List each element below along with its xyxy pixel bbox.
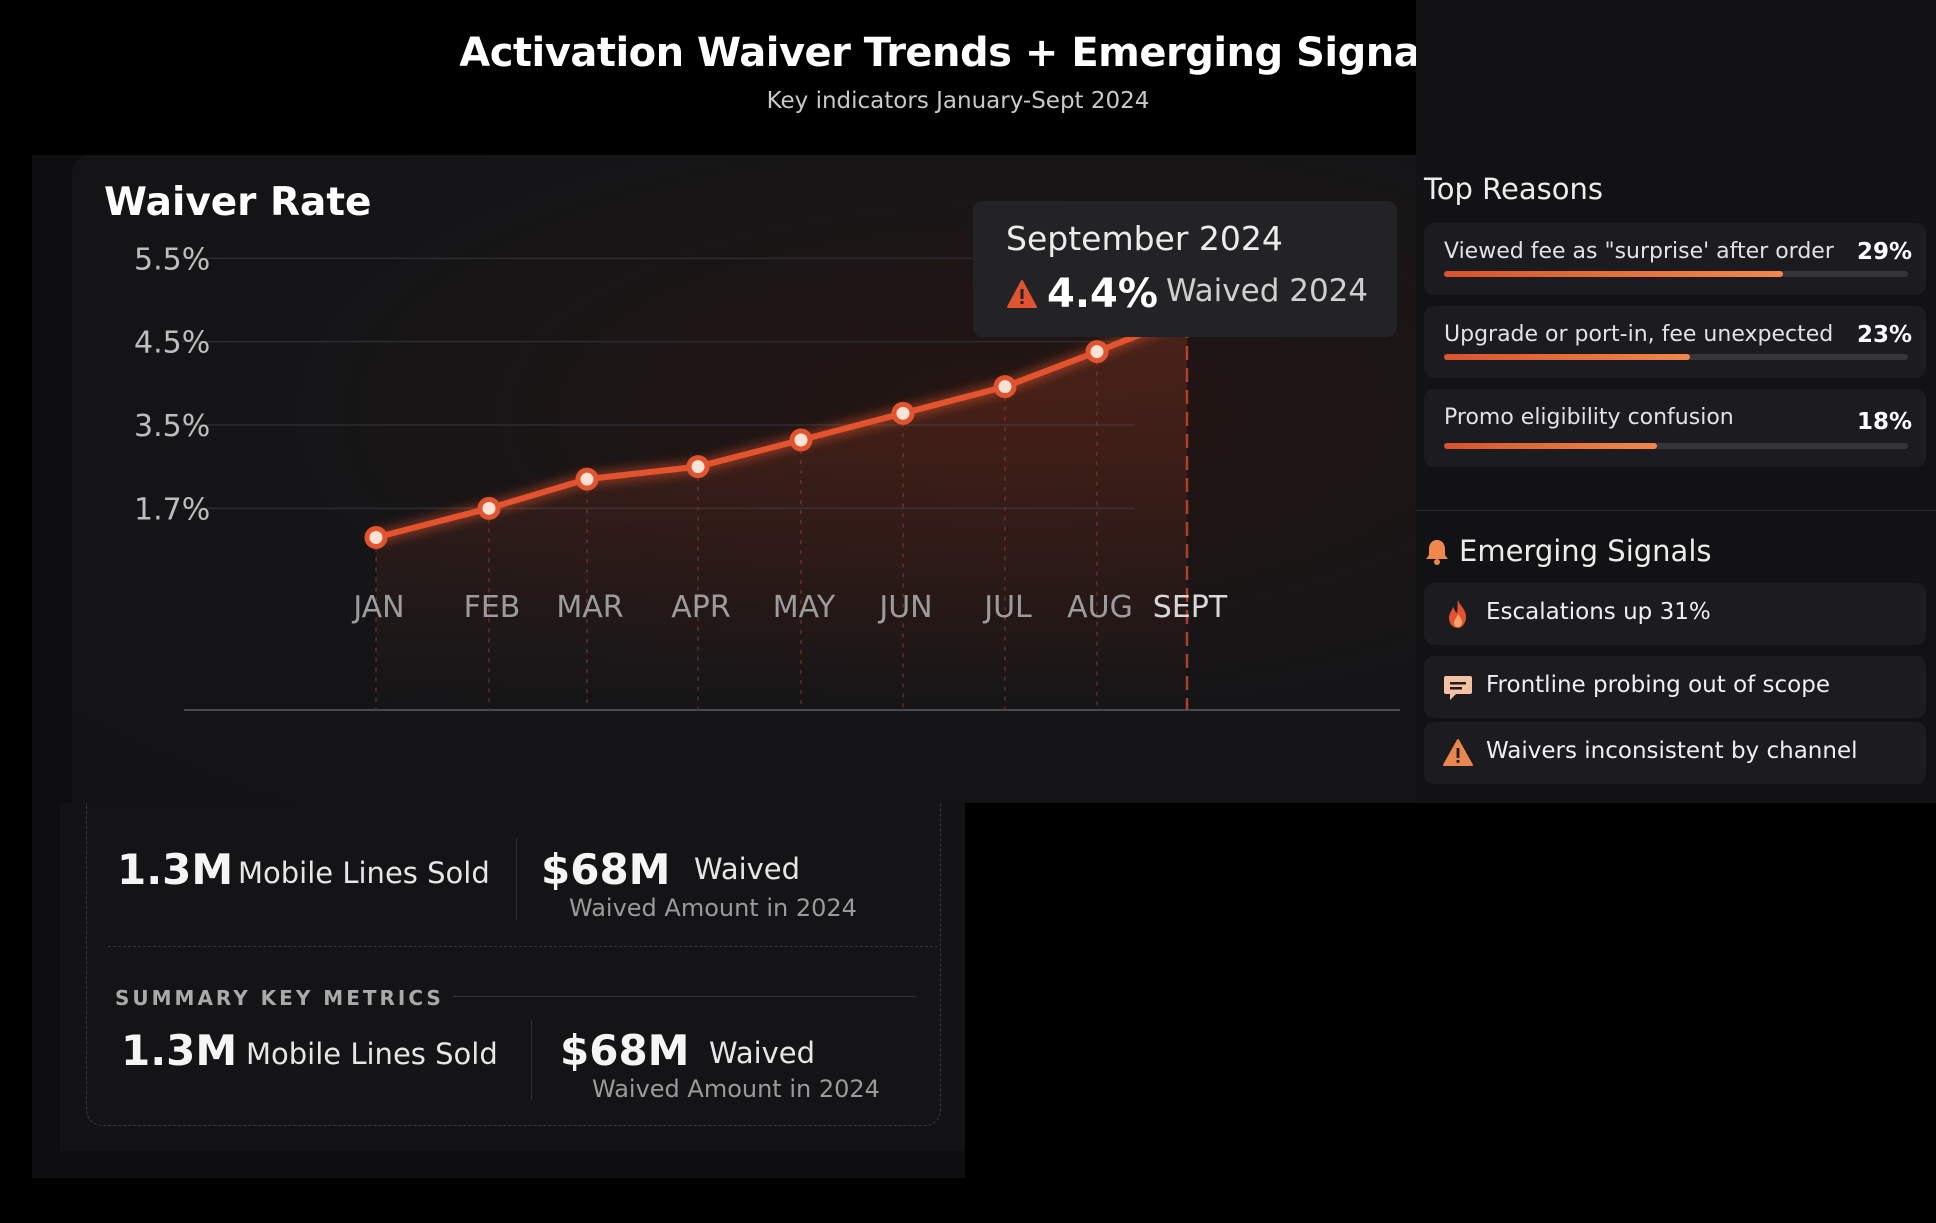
y-tick-label: 3.5% [134, 409, 210, 444]
data-point-aug[interactable] [1085, 340, 1109, 364]
warning-icon [1007, 280, 1037, 308]
metrics-card [86, 803, 941, 1126]
side-panel: Top Reasons Viewed fee as "surprise' aft… [1416, 0, 1936, 803]
x-tick-label: APR [671, 590, 730, 625]
signal-frontline-probing[interactable]: Frontline probing out of scope [1424, 656, 1926, 718]
summary-title: SUMMARY KEY METRICS [115, 986, 444, 1010]
warning-icon [1443, 739, 1473, 766]
chart-tooltip: September 2024 4.4% Waived 2024 [973, 201, 1397, 337]
reason-label: Viewed fee as "surprise' after order [1444, 239, 1834, 264]
data-point-mar[interactable] [575, 467, 599, 491]
chart-title: Waiver Rate [104, 180, 372, 225]
x-tick-label: MAY [773, 590, 836, 625]
reason-bar-track [1444, 354, 1908, 360]
x-tick-label: JUL [982, 590, 1032, 625]
tooltip-label: Waived 2024 [1166, 273, 1369, 309]
reason-percent: 23% [1856, 322, 1912, 348]
x-tick-label: JAN [351, 590, 404, 625]
data-point-jul[interactable] [993, 375, 1017, 399]
summary-lines-sold-label: Mobile Lines Sold [246, 1037, 498, 1071]
data-point-apr[interactable] [686, 455, 710, 479]
top-reasons-title: Top Reasons [1424, 172, 1603, 206]
reason-card-promo-eligibility[interactable]: Promo eligibility confusion 18% [1424, 389, 1926, 467]
reason-card-surprise-fee[interactable]: Viewed fee as "surprise' after order 29% [1424, 223, 1926, 295]
chat-bubble-icon [1444, 676, 1472, 700]
tooltip-month: September 2024 [1006, 219, 1283, 258]
page-title: Activation Waiver Trends + Emerging Sign… [459, 30, 1457, 76]
series-area [376, 315, 1187, 710]
reason-label: Upgrade or port-in, fee unexpected [1444, 322, 1834, 347]
x-tick-label: MAR [556, 590, 623, 625]
x-tick-label: JUN [877, 590, 932, 625]
reason-bar-fill [1444, 443, 1658, 449]
signal-waivers-inconsistent[interactable]: Waivers inconsistent by channel [1424, 722, 1926, 784]
summary-rule [453, 996, 916, 997]
reason-bar-track [1444, 443, 1908, 449]
waived-label: Waived [694, 852, 801, 886]
flame-icon [1449, 600, 1466, 628]
x-tick-label: AUG [1067, 590, 1133, 625]
data-point-feb[interactable] [477, 496, 501, 520]
signal-label: Frontline probing out of scope [1486, 672, 1831, 698]
reason-percent: 29% [1856, 239, 1912, 265]
bell-icon [1426, 540, 1448, 565]
tooltip-value: 4.4% [1047, 271, 1158, 317]
waived-amount-caption: Waived Amount in 2024 [569, 894, 857, 922]
metric-separator [516, 838, 517, 920]
x-tick-label: SEPT [1153, 590, 1228, 625]
summary-lines-sold-value: 1.3M [121, 1026, 238, 1075]
panel-divider [1416, 510, 1936, 511]
summary-waived-amount-value: $68M [560, 1026, 690, 1075]
summary-metric-separator [531, 1020, 532, 1100]
signal-label: Waivers inconsistent by channel [1486, 738, 1858, 764]
summary-waived-label: Waived [709, 1036, 816, 1070]
reason-card-upgrade-port-in[interactable]: Upgrade or port-in, fee unexpected 23% [1424, 306, 1926, 378]
waiver-rate-chart: 5.5% 4.5% 3.5% 1.7% JAN FEB MAR APR MAY JUN JUL AUG… [134, 242, 1400, 711]
emerging-signals-title: Emerging Signals [1459, 534, 1712, 568]
page-subtitle: Key indicators January-Sept 2024 [766, 88, 1150, 114]
lines-sold-label: Mobile Lines Sold [238, 856, 490, 890]
waived-amount-value: $68M [541, 845, 671, 894]
reason-bar-fill [1444, 354, 1690, 360]
y-tick-label: 4.5% [134, 326, 210, 361]
reason-percent: 18% [1856, 409, 1912, 435]
signal-escalations[interactable]: Escalations up 31% [1424, 583, 1926, 645]
summary-waived-amount-caption: Waived Amount in 2024 [592, 1075, 880, 1103]
y-tick-label: 1.7% [134, 492, 210, 527]
reason-bar-fill [1444, 271, 1783, 277]
lines-sold-value: 1.3M [117, 845, 234, 894]
reason-label: Promo eligibility confusion [1444, 405, 1734, 430]
data-point-jun[interactable] [891, 401, 915, 425]
signal-label: Escalations up 31% [1486, 599, 1711, 625]
y-tick-label: 5.5% [134, 242, 210, 277]
data-point-jan[interactable] [364, 526, 388, 549]
x-tick-label: FEB [464, 590, 521, 625]
reason-bar-track [1444, 271, 1908, 277]
data-point-may[interactable] [789, 428, 813, 452]
metrics-divider [108, 946, 938, 947]
